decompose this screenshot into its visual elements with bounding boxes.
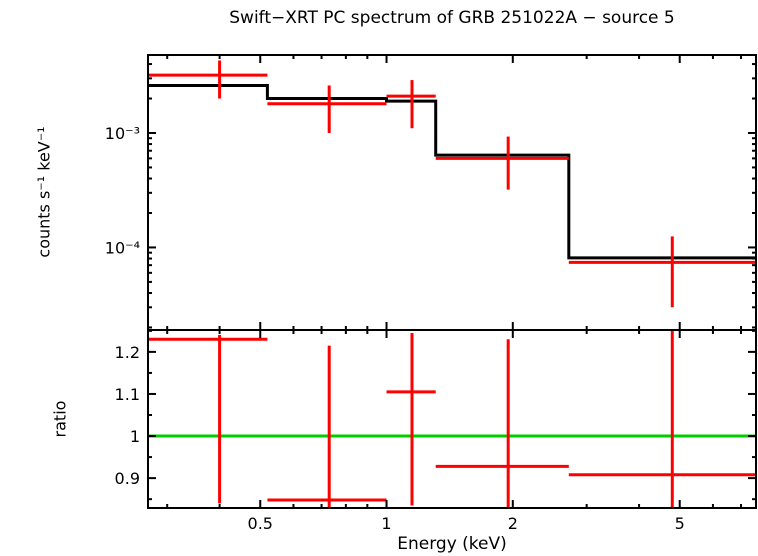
ratio-y-tick-label: 1: [130, 427, 140, 446]
x-axis-label: Energy (keV): [397, 534, 507, 554]
spectrum-panel-frame: [147, 54, 757, 331]
ratio-y-tick-label: 0.9: [115, 469, 140, 488]
spectrum-y-tick-label: 10⁻⁴: [105, 238, 140, 257]
x-tick-label: 2: [508, 514, 518, 533]
x-tick-label: 5: [675, 514, 685, 533]
model-line: [148, 83, 756, 260]
ratio-panel-frame: [147, 329, 757, 509]
ratio-y-tick-label: 1.1: [115, 385, 140, 404]
chart-title: Swift−XRT PC spectrum of GRB 251022A − s…: [229, 8, 675, 28]
x-tick-label: 1: [381, 514, 391, 533]
x-tick-label: 0.5: [248, 514, 273, 533]
ratio-y-tick-label: 1.2: [115, 343, 140, 362]
spectrum-y-tick-label: 10⁻³: [105, 124, 140, 143]
